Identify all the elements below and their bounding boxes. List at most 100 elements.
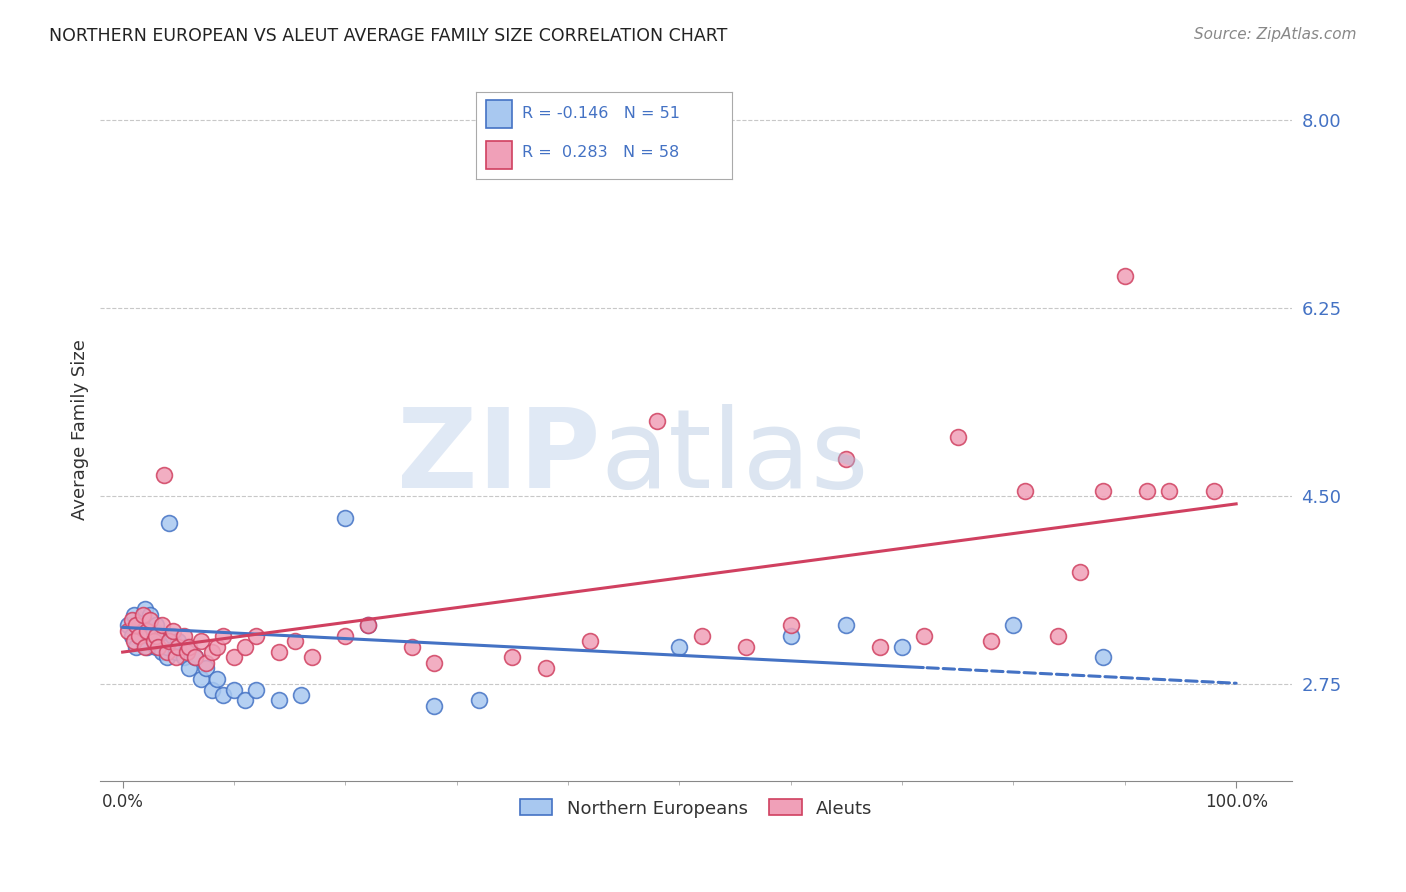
Point: [211, 688, 233, 702]
Point: [131, 634, 153, 648]
Point: [207, 640, 229, 654]
Point: [125, 640, 148, 654]
Point: [735, 640, 758, 654]
Point: [233, 693, 256, 707]
Point: [1091, 483, 1114, 498]
Point: [1069, 565, 1091, 579]
Point: [356, 618, 378, 632]
Point: [222, 650, 245, 665]
Point: [195, 656, 218, 670]
Point: [179, 640, 201, 654]
Point: [211, 629, 233, 643]
Point: [157, 516, 180, 531]
Point: [222, 682, 245, 697]
Point: [156, 645, 179, 659]
Point: [142, 624, 165, 638]
Point: [891, 640, 914, 654]
Point: [190, 634, 212, 648]
Point: [167, 634, 190, 648]
Point: [423, 656, 446, 670]
Point: [176, 640, 198, 654]
Point: [125, 618, 148, 632]
Point: [1002, 618, 1025, 632]
Text: ZIP: ZIP: [398, 404, 600, 511]
Point: [117, 618, 139, 632]
Point: [131, 607, 153, 622]
Point: [534, 661, 557, 675]
Point: [122, 634, 145, 648]
Point: [501, 650, 523, 665]
Point: [912, 629, 935, 643]
Point: [201, 645, 224, 659]
Point: [423, 698, 446, 713]
Point: [356, 618, 378, 632]
Point: [835, 451, 858, 466]
Point: [121, 613, 143, 627]
Point: [150, 618, 173, 632]
Point: [134, 640, 156, 654]
Point: [1091, 650, 1114, 665]
Point: [1014, 483, 1036, 498]
Point: [167, 640, 190, 654]
Point: [207, 672, 229, 686]
Point: [301, 650, 323, 665]
Point: [134, 629, 156, 643]
Point: [1046, 629, 1069, 643]
Point: [139, 613, 162, 627]
Point: [121, 629, 143, 643]
Point: [1159, 483, 1181, 498]
Point: [980, 634, 1002, 648]
Point: [136, 618, 159, 632]
Point: [145, 629, 167, 643]
Point: [176, 645, 198, 659]
Point: [150, 634, 173, 648]
Point: [139, 607, 162, 622]
Point: [335, 511, 357, 525]
Point: [128, 624, 150, 638]
Point: [148, 640, 170, 654]
Point: [245, 682, 267, 697]
Point: [946, 430, 969, 444]
Point: [190, 672, 212, 686]
Point: [290, 688, 312, 702]
Point: [145, 618, 167, 632]
Point: [1202, 483, 1225, 498]
Point: [179, 661, 201, 675]
Point: [1114, 269, 1136, 284]
Text: Source: ZipAtlas.com: Source: ZipAtlas.com: [1194, 27, 1357, 42]
Point: [156, 640, 179, 654]
Point: [142, 634, 165, 648]
Point: [117, 624, 139, 638]
Point: [284, 634, 307, 648]
Point: [148, 629, 170, 643]
Point: [153, 467, 176, 482]
Point: [173, 629, 195, 643]
Point: [690, 629, 713, 643]
Point: [142, 634, 165, 648]
Y-axis label: Average Family Size: Average Family Size: [72, 339, 89, 520]
Point: [267, 645, 290, 659]
Point: [134, 602, 156, 616]
Point: [131, 613, 153, 627]
Point: [173, 650, 195, 665]
Point: [335, 629, 357, 643]
Point: [162, 624, 184, 638]
Point: [579, 634, 602, 648]
Point: [668, 640, 690, 654]
Point: [165, 645, 187, 659]
Point: [1136, 483, 1159, 498]
Point: [267, 693, 290, 707]
Point: [201, 682, 224, 697]
Legend: Northern Europeans, Aleuts: Northern Europeans, Aleuts: [512, 792, 880, 825]
Point: [139, 629, 162, 643]
Point: [136, 624, 159, 638]
Point: [184, 650, 207, 665]
Point: [165, 650, 187, 665]
Point: [835, 618, 858, 632]
Point: [245, 629, 267, 643]
Point: [128, 629, 150, 643]
Point: [136, 640, 159, 654]
Point: [869, 640, 891, 654]
Point: [779, 618, 801, 632]
Point: [779, 629, 801, 643]
